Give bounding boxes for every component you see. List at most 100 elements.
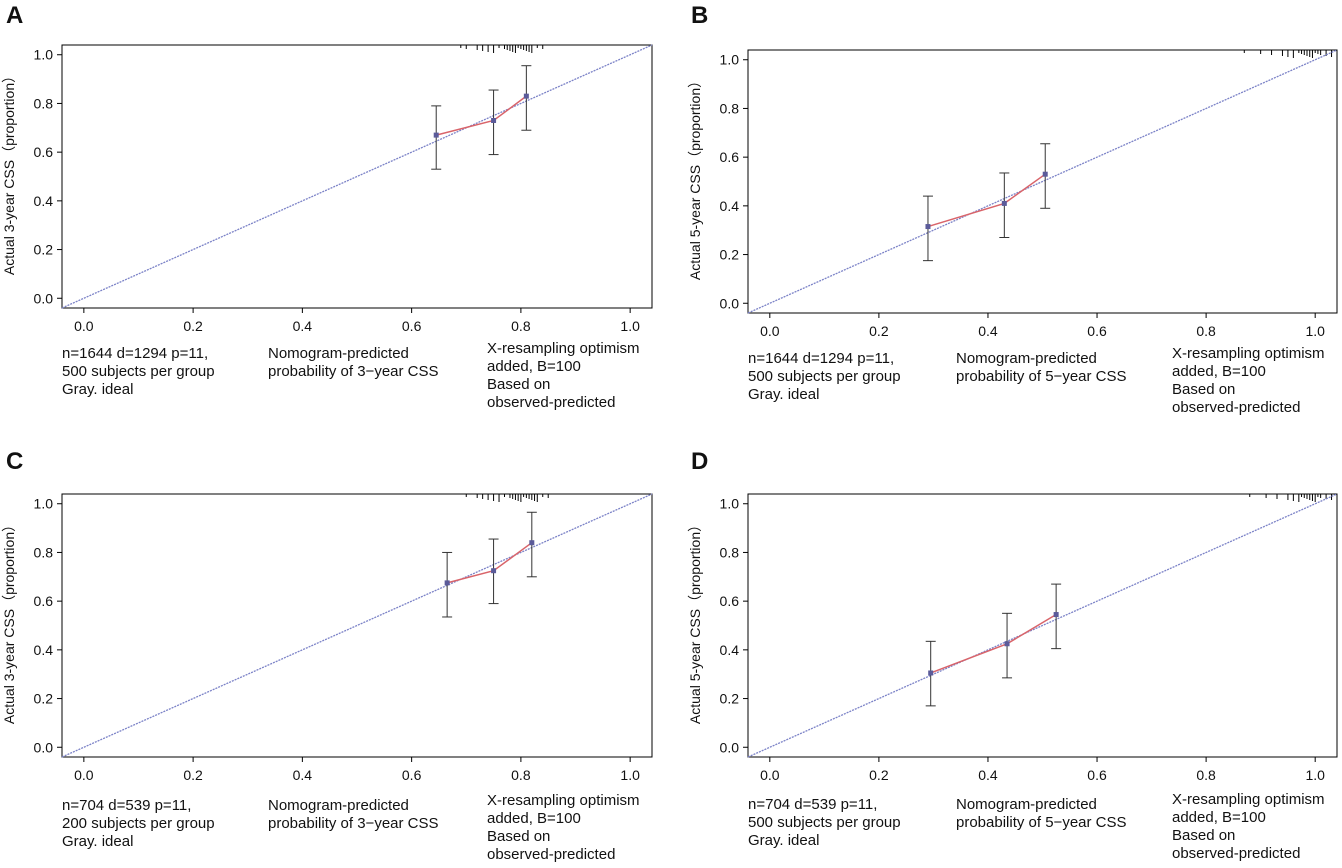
y-tick-label: 1.0 bbox=[720, 52, 740, 68]
annotation-line: observed-predicted bbox=[1172, 399, 1301, 416]
plot-frame bbox=[61, 44, 653, 309]
data-point bbox=[1001, 200, 1007, 206]
annotation-line: Gray. ideal bbox=[62, 833, 134, 850]
x-tick-label: 0.8 bbox=[511, 318, 531, 334]
y-tick-label: 0.2 bbox=[720, 691, 740, 707]
ideal-line bbox=[61, 493, 653, 758]
data-point bbox=[491, 568, 497, 574]
x-tick-label: 0.6 bbox=[402, 318, 422, 334]
annotation-line: Nomogram-predicted bbox=[268, 797, 409, 814]
plot-frame bbox=[747, 49, 1338, 314]
x-tick-label: 0.6 bbox=[1087, 767, 1107, 783]
x-tick-label: 0.8 bbox=[1196, 323, 1216, 339]
plot-frame bbox=[747, 493, 1338, 758]
annotation-line: n=704 d=539 p=11, bbox=[62, 797, 192, 814]
annotation-left: n=1644 d=1294 p=11, 500 subjects per gro… bbox=[748, 350, 901, 404]
data-point bbox=[491, 117, 497, 123]
annotation-line: n=1644 d=1294 p=11, bbox=[748, 350, 895, 367]
annotation-line: 200 subjects per group bbox=[62, 815, 215, 832]
data-point bbox=[1004, 641, 1010, 647]
x-tick-label: 1.0 bbox=[1305, 323, 1325, 339]
annotation-line: probability of 3−year CSS bbox=[268, 363, 439, 380]
x-tick-label: 0.2 bbox=[869, 767, 889, 783]
y-axis-label: Actual 5-year CSS（proportion） bbox=[687, 518, 703, 724]
annotation-line: probability of 3−year CSS bbox=[268, 815, 439, 832]
y-tick-label: 0.8 bbox=[720, 100, 740, 116]
data-point bbox=[433, 132, 439, 138]
annotation-left: n=704 d=539 p=11, 500 subjects per group… bbox=[748, 796, 901, 850]
x-axis-label: Nomogram-predicted probability of 5−year… bbox=[956, 796, 1127, 832]
y-axis-label: Actual 5-year CSS（proportion） bbox=[687, 74, 703, 280]
annotation-line: X-resampling optimism bbox=[487, 340, 640, 357]
annotation-line: X-resampling optimism bbox=[1172, 345, 1325, 362]
annotation-line: Gray. ideal bbox=[748, 386, 820, 403]
calibration-plot: 0.0 0.2 0.4 0.6 0.8 1.0 0.0 0.2 0.4 0.6 0.8 1.0 Actu… bbox=[1, 44, 653, 334]
y-tick-label: 0.8 bbox=[720, 544, 740, 560]
calibration-panel-d: D 0.0 0.2 0.4 0.6 0.8 1.0 0.0 0.2 0.4 0.6 0.8 1.0 Ac… bbox=[671, 434, 1342, 868]
x-tick-label: 1.0 bbox=[1305, 767, 1325, 783]
x-tick-label: 0.0 bbox=[760, 767, 780, 783]
ideal-line bbox=[747, 49, 1338, 314]
y-tick-label: 0.0 bbox=[720, 295, 740, 311]
panel-label: C bbox=[6, 448, 24, 475]
annotation-right: X-resampling optimism added, B=100 Based… bbox=[1172, 791, 1325, 863]
x-tick-label: 1.0 bbox=[620, 767, 640, 783]
annotation-left: n=1644 d=1294 p=11, 500 subjects per gro… bbox=[62, 345, 215, 399]
annotation-line: added, B=100 bbox=[1172, 363, 1266, 380]
y-tick-label: 1.0 bbox=[34, 496, 54, 512]
annotation-line: added, B=100 bbox=[487, 810, 581, 827]
annotation-right: X-resampling optimism added, B=100 Based… bbox=[487, 792, 640, 864]
annotation-line: Nomogram-predicted bbox=[956, 796, 1097, 813]
y-tick-label: 0.4 bbox=[720, 198, 740, 214]
y-tick-label: 0.2 bbox=[34, 242, 54, 258]
annotation-line: observed-predicted bbox=[1172, 845, 1301, 862]
x-tick-label: 0.0 bbox=[760, 323, 780, 339]
x-tick-label: 0.0 bbox=[74, 318, 94, 334]
calibration-panel-a: A 0.0 0.2 0.4 0.6 0.8 1.0 0.0 0.2 0.4 0.6 0.8 1.0 Ac… bbox=[0, 0, 671, 434]
annotation-line: Based on bbox=[487, 376, 551, 393]
x-tick-label: 0.2 bbox=[183, 318, 203, 334]
data-point bbox=[1053, 612, 1059, 618]
x-tick-label: 0.0 bbox=[74, 767, 94, 783]
x-tick-label: 0.8 bbox=[511, 767, 531, 783]
annotation-left: n=704 d=539 p=11, 200 subjects per group… bbox=[62, 797, 215, 851]
data-point bbox=[529, 540, 535, 546]
observed-line bbox=[446, 542, 533, 584]
x-tick-label: 0.4 bbox=[293, 767, 313, 783]
x-tick-label: 0.6 bbox=[1087, 323, 1107, 339]
annotation-line: Gray. ideal bbox=[62, 381, 134, 398]
x-axis-label: Nomogram-predicted probability of 3−year… bbox=[268, 797, 439, 833]
calibration-panel-c: C 0.0 0.2 0.4 0.6 0.8 1.0 0.0 0.2 0.4 0.6 0.8 1.0 Ac… bbox=[0, 434, 671, 868]
data-point bbox=[444, 580, 450, 586]
annotation-line: 500 subjects per group bbox=[62, 363, 215, 380]
ideal-line bbox=[747, 493, 1338, 758]
y-tick-label: 0.4 bbox=[720, 642, 740, 658]
data-point bbox=[925, 224, 931, 230]
annotation-line: X-resampling optimism bbox=[487, 792, 640, 809]
calibration-plot: 0.0 0.2 0.4 0.6 0.8 1.0 0.0 0.2 0.4 0.6 0.8 1.0 Actu… bbox=[687, 49, 1338, 339]
data-point bbox=[1042, 171, 1048, 177]
y-tick-label: 1.0 bbox=[34, 47, 54, 63]
y-tick-label: 0.0 bbox=[34, 290, 54, 306]
annotation-line: Gray. ideal bbox=[748, 832, 820, 849]
y-tick-label: 0.8 bbox=[34, 95, 54, 111]
y-tick-label: 0.6 bbox=[34, 593, 54, 609]
panel-label: A bbox=[6, 2, 24, 29]
x-tick-label: 0.4 bbox=[978, 767, 998, 783]
annotation-line: Based on bbox=[1172, 381, 1236, 398]
calibration-plot: 0.0 0.2 0.4 0.6 0.8 1.0 0.0 0.2 0.4 0.6 0.8 1.0 Actu… bbox=[1, 493, 653, 783]
annotation-line: probability of 5−year CSS bbox=[956, 368, 1127, 385]
y-tick-label: 0.2 bbox=[720, 247, 740, 263]
annotation-line: observed-predicted bbox=[487, 394, 616, 411]
data-point bbox=[523, 93, 529, 99]
y-tick-label: 0.2 bbox=[34, 691, 54, 707]
x-axis-label: Nomogram-predicted probability of 3−year… bbox=[268, 345, 439, 381]
x-tick-label: 0.2 bbox=[869, 323, 889, 339]
x-tick-label: 0.6 bbox=[402, 767, 422, 783]
x-tick-label: 0.4 bbox=[293, 318, 313, 334]
calibration-plot: 0.0 0.2 0.4 0.6 0.8 1.0 0.0 0.2 0.4 0.6 0.8 1.0 Actu… bbox=[687, 493, 1338, 783]
annotation-line: Nomogram-predicted bbox=[268, 345, 409, 362]
x-tick-label: 1.0 bbox=[620, 318, 640, 334]
y-tick-label: 0.8 bbox=[34, 544, 54, 560]
observed-line bbox=[927, 173, 1046, 228]
